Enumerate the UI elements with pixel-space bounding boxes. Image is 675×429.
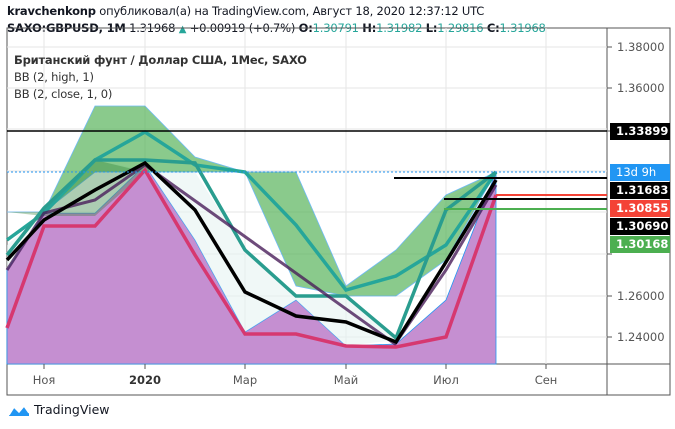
tradingview-brand[interactable]: TradingView bbox=[8, 402, 110, 417]
countdown-label: 13d 9h bbox=[610, 164, 670, 181]
price-label-1-33899: 1.33899 bbox=[610, 123, 670, 140]
time-label: Сен bbox=[534, 373, 558, 387]
publish-info: опубликовал(а) на TradingView.com, Авгус… bbox=[99, 4, 485, 18]
brand-name: TradingView bbox=[34, 402, 110, 417]
time-label: Мар bbox=[232, 373, 258, 387]
price-label-1-30855: 1.30855 bbox=[610, 200, 670, 217]
price-label-1-30690: 1.30690 bbox=[610, 218, 670, 235]
time-label-year: 2020 bbox=[128, 373, 162, 387]
indicator-bb-high[interactable]: BB (2, high, 1) bbox=[14, 70, 94, 84]
chart-title[interactable]: Британский фунт / Доллар США, 1Мес, SAXO bbox=[14, 53, 307, 67]
bb-close-band-fill bbox=[7, 160, 496, 346]
up-arrow-icon: ▲ bbox=[178, 24, 187, 35]
bb-close-upper-line bbox=[5, 158, 498, 341]
tradingview-logo-icon bbox=[8, 404, 30, 416]
author-name[interactable]: kravchenkonp bbox=[7, 4, 96, 18]
price-tick: 1.36000 bbox=[617, 81, 665, 95]
indicator-bb-close[interactable]: BB (2, close, 1, 0) bbox=[14, 87, 113, 101]
time-label: Май bbox=[333, 373, 359, 387]
price-label-1-30168: 1.30168 bbox=[610, 236, 670, 253]
time-label: Июл bbox=[433, 373, 459, 387]
price-label-1-31683: 1.31683 bbox=[610, 182, 670, 199]
price-tick: 1.24000 bbox=[617, 330, 665, 344]
time-label: Ноя bbox=[32, 373, 56, 387]
publish-line: kravchenkonp опубликовал(а) на TradingVi… bbox=[7, 4, 484, 18]
close-line bbox=[5, 160, 498, 345]
price-tick: 1.38000 bbox=[617, 40, 665, 54]
price-tick: 1.26000 bbox=[617, 289, 665, 303]
bb-overlap-fill bbox=[7, 160, 145, 216]
bb-lower-line bbox=[5, 167, 498, 349]
